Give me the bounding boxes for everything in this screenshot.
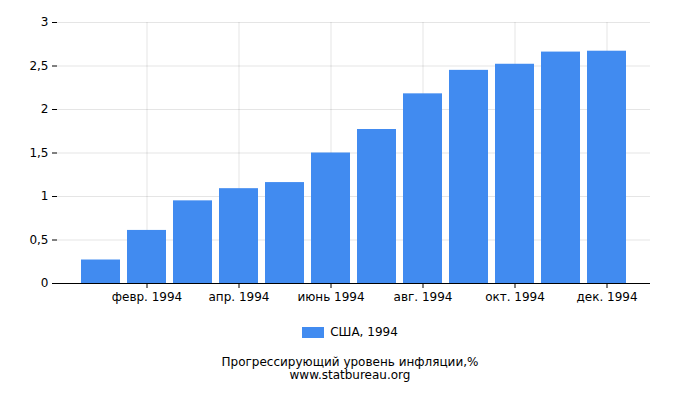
- html-text:Прогрессирующий уровень инфляц: Прогрессирующий уровень инфляции,%: [221, 355, 479, 369]
- svg-text:окт. 1994: окт. 1994: [485, 290, 545, 304]
- svg-text:0: 0: [41, 276, 49, 290]
- svg-text:апр. 1994: апр. 1994: [209, 290, 270, 304]
- svg-text:июнь 1994: июнь 1994: [297, 290, 364, 304]
- svg-text:авг. 1994: авг. 1994: [394, 290, 453, 304]
- svg-text:3: 3: [41, 15, 49, 29]
- svg-text:1: 1: [41, 189, 49, 203]
- html-text:www.statbureau.org: www.statbureau.org: [289, 368, 411, 382]
- svg-text:1,5: 1,5: [29, 146, 48, 160]
- svg-text:2,5: 2,5: [29, 59, 48, 73]
- svg-text:февр. 1994: февр. 1994: [112, 290, 183, 304]
- html-text:США, 1994: США, 1994: [330, 325, 398, 339]
- svg-text:2: 2: [41, 102, 49, 116]
- svg-text:0,5: 0,5: [29, 233, 48, 247]
- svg-text:дек. 1994: дек. 1994: [576, 290, 637, 304]
